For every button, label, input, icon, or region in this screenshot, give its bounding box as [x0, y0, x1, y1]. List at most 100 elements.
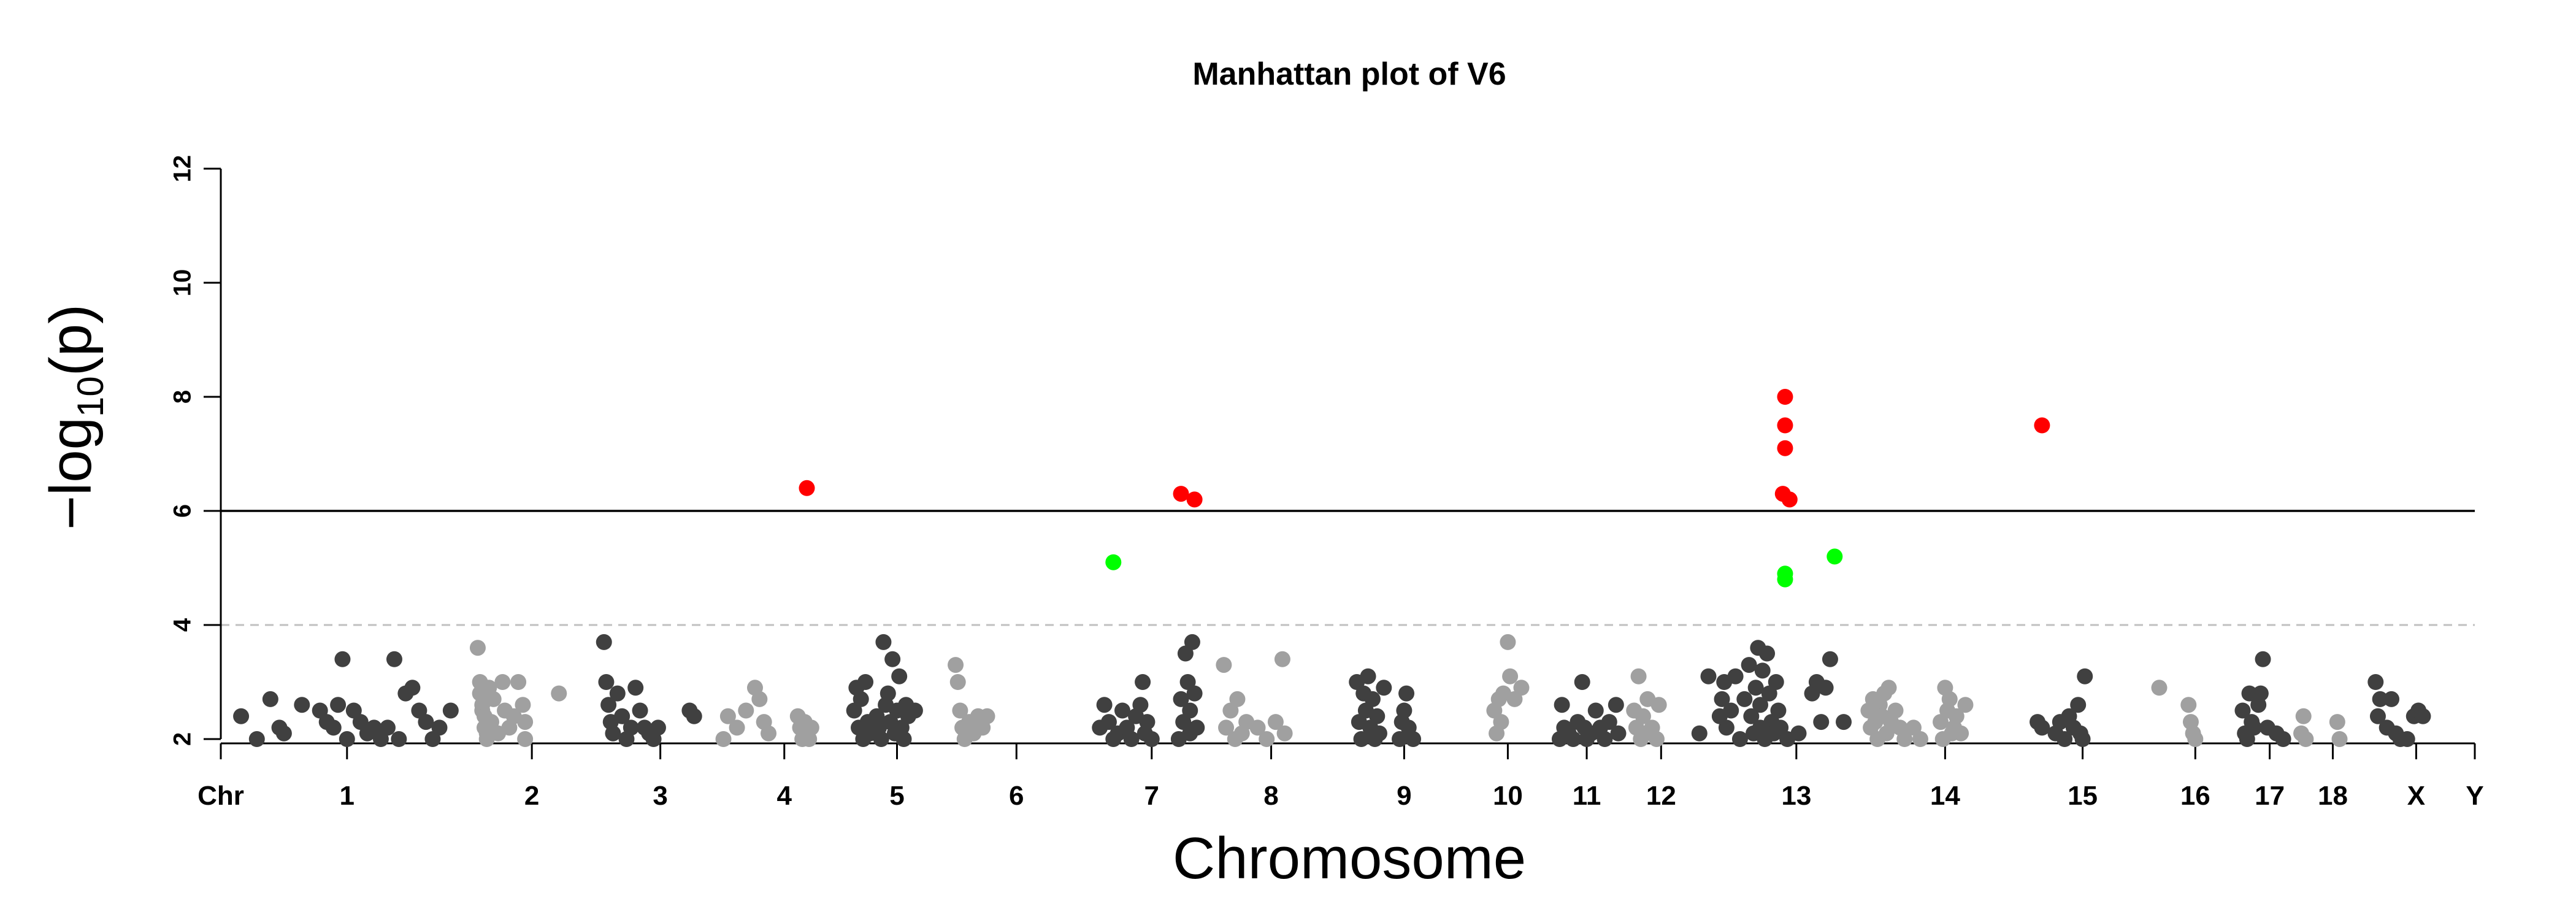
x-axis-label: Chromosome — [1173, 826, 1526, 891]
x-tick-label: 8 — [1263, 781, 1278, 811]
snp-point — [2255, 651, 2271, 667]
snp-point — [857, 674, 874, 690]
snp-point — [1513, 680, 1530, 696]
snp-point — [1941, 691, 1958, 707]
snp-point — [2372, 691, 2388, 707]
snp-point — [853, 691, 869, 707]
snp-point — [1587, 702, 1604, 719]
snp-point — [2369, 708, 2386, 724]
snp-point — [2180, 697, 2197, 713]
snp-point — [1896, 731, 1913, 747]
snp-point — [1648, 731, 1665, 747]
snp-point — [1836, 714, 1852, 730]
x-tick-label: Chr — [197, 781, 244, 811]
snp-point — [442, 702, 459, 719]
snp-point — [2275, 731, 2291, 747]
snp-point — [485, 691, 502, 707]
snp-point — [738, 702, 754, 719]
snp-point — [1601, 714, 1617, 730]
snp-point — [1100, 714, 1117, 730]
snp-point — [1353, 731, 1370, 747]
x-tick-label: 9 — [1397, 781, 1411, 811]
snp-point — [431, 719, 448, 736]
snp-point — [1143, 731, 1160, 747]
snp-point — [884, 651, 901, 667]
y-tick-label: 2 — [169, 732, 196, 746]
snp-point — [1132, 697, 1149, 713]
snp-point — [1565, 731, 1581, 747]
x-tick-label: 5 — [889, 781, 904, 811]
snp-point — [1398, 685, 1415, 702]
snp-point — [1184, 634, 1200, 650]
snp-point — [517, 714, 534, 730]
snp-point — [895, 731, 912, 747]
snp-point — [2187, 731, 2204, 747]
snp-point — [2074, 731, 2091, 747]
x-tick-label: X — [2407, 781, 2425, 811]
snp-point — [1752, 697, 1769, 713]
snp-point — [1880, 680, 1897, 696]
snp-point — [325, 719, 342, 736]
data-points — [233, 389, 2431, 747]
snp-point — [1096, 697, 1113, 713]
snp-point — [2329, 714, 2345, 730]
snp-point — [379, 719, 396, 736]
snp-point — [1630, 668, 1647, 684]
snp-point — [1754, 662, 1771, 679]
snp-point — [1817, 680, 1834, 696]
snp-point — [1186, 491, 1203, 508]
snp-point — [1777, 440, 1793, 456]
y-axis-label-suffix: (p) — [38, 304, 104, 376]
snp-point — [1371, 725, 1387, 742]
snp-point — [2070, 697, 2087, 713]
snp-point — [1770, 702, 1787, 719]
snp-point — [686, 708, 702, 724]
snp-point — [715, 731, 732, 747]
snp-point — [330, 697, 347, 713]
snp-point — [627, 680, 644, 696]
snp-point — [880, 685, 896, 702]
snp-point — [609, 685, 626, 702]
snp-point — [1189, 719, 1205, 736]
snp-point — [623, 719, 639, 736]
snp-point — [2367, 674, 2384, 690]
snp-point — [1267, 714, 1284, 730]
snp-point — [275, 725, 292, 742]
snp-point — [1723, 702, 1739, 719]
snp-point — [1274, 651, 1290, 667]
snp-point — [469, 640, 486, 656]
snp-point — [1502, 668, 1519, 684]
y-tick-label: 6 — [169, 504, 196, 518]
x-tick-label: 10 — [1493, 781, 1523, 811]
snp-point — [1731, 731, 1748, 747]
snp-point — [949, 674, 966, 690]
snp-point — [1405, 731, 1422, 747]
snp-point — [1948, 708, 1965, 724]
snp-point — [1813, 714, 1830, 730]
threshold-lines — [221, 510, 2475, 626]
snp-point — [2415, 708, 2431, 724]
snp-point — [1777, 389, 1793, 405]
snp-point — [2234, 702, 2251, 719]
y-tick-label: 12 — [169, 155, 196, 183]
snp-point — [1186, 685, 1203, 702]
x-tick-label: 14 — [1930, 781, 1960, 811]
snp-point — [404, 680, 421, 696]
snp-point — [510, 674, 527, 690]
snp-point — [2245, 719, 2262, 736]
snp-point — [1276, 725, 1293, 742]
snp-point — [1182, 702, 1198, 719]
snp-point — [1887, 702, 1904, 719]
snp-point — [1610, 725, 1627, 742]
snp-point — [2252, 685, 2269, 702]
snp-point — [1635, 708, 1651, 724]
x-tick-label: 16 — [2180, 781, 2210, 811]
x-tick-label: 18 — [2318, 781, 2348, 811]
x-tick-label: 2 — [524, 781, 539, 811]
snp-point — [1827, 548, 1843, 565]
snp-point — [650, 719, 666, 736]
snp-point — [1957, 697, 1974, 713]
snp-point — [2057, 731, 2073, 747]
